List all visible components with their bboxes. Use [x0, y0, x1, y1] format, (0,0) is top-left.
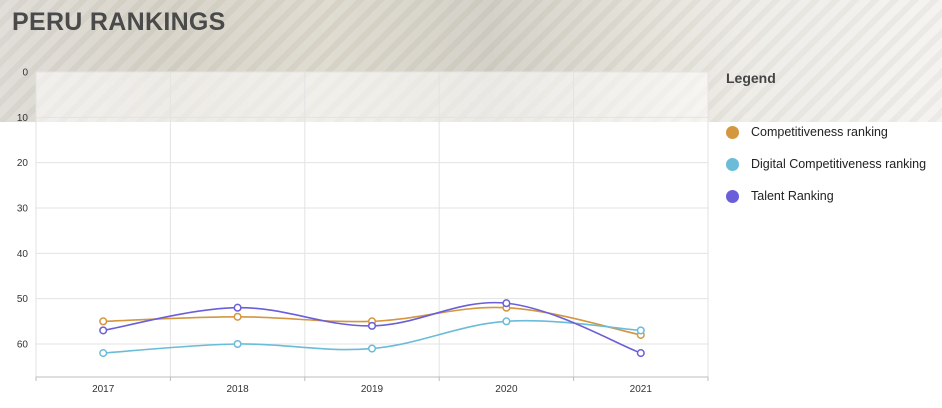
data-point[interactable] [233, 303, 242, 312]
y-tick-label: 50 [17, 294, 29, 305]
data-point[interactable] [233, 339, 242, 349]
legend-item[interactable]: Digital Competitiveness ranking [726, 148, 940, 180]
data-point[interactable] [99, 326, 108, 335]
legend-label: Talent Ranking [751, 189, 834, 203]
data-point[interactable] [233, 312, 242, 321]
data-point[interactable] [99, 317, 108, 326]
data-point[interactable] [367, 344, 377, 353]
legend-swatch [726, 157, 739, 171]
legend-label: Digital Competitiveness ranking [751, 157, 927, 171]
x-tick-label: 2017 [92, 384, 115, 395]
legend: Legend Competitiveness ranking Digital Co… [726, 70, 940, 212]
data-point[interactable] [502, 317, 511, 326]
y-tick-label: 40 [17, 249, 29, 260]
page-title: PERU RANKINGS [12, 8, 226, 36]
x-tick-label: 2018 [226, 384, 249, 395]
y-tick-label: 30 [17, 204, 29, 215]
legend-swatch [726, 125, 739, 139]
legend-item[interactable]: Talent Ranking [726, 180, 940, 212]
legend-label: Competitiveness ranking [751, 125, 888, 139]
data-point[interactable] [367, 321, 377, 330]
legend-item[interactable]: Competitiveness ranking [726, 116, 940, 148]
y-tick-label: 20 [17, 158, 29, 169]
x-tick-label: 2019 [361, 384, 384, 395]
data-point[interactable] [502, 299, 511, 308]
legend-title: Legend [726, 70, 776, 86]
legend-swatch [726, 189, 739, 203]
x-tick-label: 2020 [495, 384, 518, 395]
data-point[interactable] [99, 349, 108, 358]
x-tick-label: 2021 [630, 384, 653, 395]
y-tick-label: 10 [17, 113, 29, 124]
y-tick-label: 60 [17, 340, 29, 351]
data-point[interactable] [636, 326, 645, 335]
y-tick-label: 0 [22, 68, 28, 79]
data-point[interactable] [636, 349, 645, 358]
